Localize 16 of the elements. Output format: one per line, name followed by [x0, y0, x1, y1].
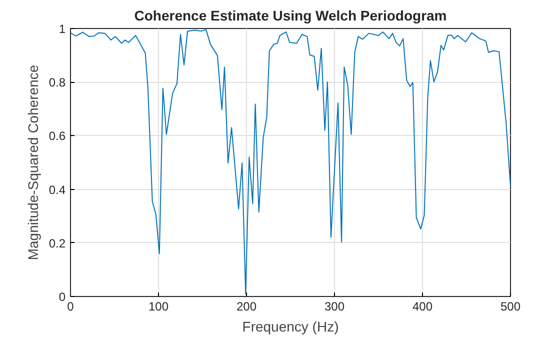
- y-tick-label: 0.2: [48, 236, 66, 250]
- x-tick-label: 100: [148, 300, 169, 314]
- y-tick-label: 1: [58, 22, 66, 36]
- x-axis-title: Frequency (Hz): [242, 318, 339, 334]
- x-tick-label: 400: [412, 300, 433, 314]
- chart-title: Coherence Estimate Using Welch Periodogram: [134, 8, 447, 24]
- y-tick-label: 0.6: [48, 129, 66, 144]
- y-tick-label: 0.8: [48, 76, 66, 90]
- x-tick-label: 200: [236, 300, 257, 314]
- x-tick-label: 0: [67, 300, 74, 314]
- x-tick-label: 300: [324, 300, 345, 314]
- y-tick-label: 0: [58, 290, 66, 304]
- x-tick-label: 500: [500, 300, 521, 314]
- y-tick-label: 0.4: [48, 182, 66, 197]
- line-series: [70, 29, 510, 294]
- y-axis-title: Magnitude-Squared Coherence: [24, 64, 41, 260]
